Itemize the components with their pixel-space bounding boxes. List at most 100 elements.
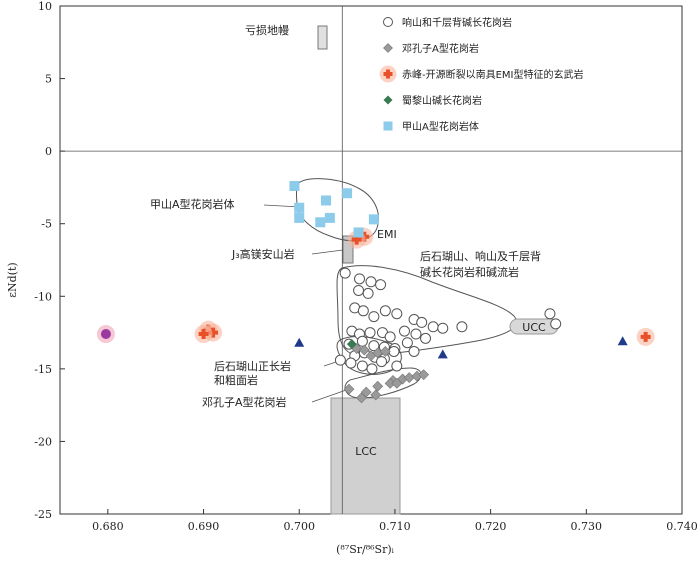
data-point-blue-triangle-1 — [437, 349, 448, 359]
data-point-open-circle-42 — [544, 308, 556, 320]
y-tick-label: 5 — [45, 73, 52, 86]
data-point-open-circle-12 — [416, 316, 428, 328]
legend-label: 响山和千层背碱长花岗岩 — [402, 16, 512, 29]
data-point-open-circle-43 — [550, 318, 562, 330]
data-point-blue-square-5 — [315, 217, 326, 228]
data-point-blue-square-1 — [321, 195, 332, 206]
data-point-blue-square-0 — [289, 180, 300, 191]
lcc-label: LCC — [355, 445, 377, 458]
data-point-open-circle-9 — [379, 305, 391, 317]
data-point-open-circle-13 — [427, 321, 439, 333]
y-tick-label: 10 — [38, 0, 52, 13]
data-point-open-circle-26 — [368, 340, 380, 352]
x-tick-label: 0.720 — [475, 520, 507, 533]
data-point-blue-triangle-0 — [294, 337, 305, 347]
data-point-open-circle-8 — [368, 311, 380, 323]
data-point-blue-square-6 — [342, 188, 353, 199]
legend-box — [372, 10, 572, 152]
x-tick-label: 0.690 — [188, 520, 220, 533]
x-axis-label: (⁸⁷Sr/⁸⁶Sr)ᵢ — [336, 543, 395, 556]
data-point-open-circle-36 — [356, 360, 368, 372]
jiashan-label: 甲山A型花岗岩体 — [150, 197, 235, 211]
data-point-open-circle-18 — [364, 327, 376, 339]
data-point-open-circle-30 — [408, 345, 420, 357]
legend-label: 甲山A型花岗岩体 — [402, 120, 479, 133]
data-point-blue-triangle-2 — [617, 336, 628, 346]
j3-andesite-label: J₃高镁安山岩 — [231, 247, 295, 261]
ucc-label: UCC — [522, 321, 546, 334]
data-point-green-diamond-0 — [346, 339, 357, 350]
legend-label: 蜀黎山碱长花岗岩 — [402, 94, 482, 107]
data-point-open-circle-25 — [356, 335, 368, 347]
x-tick-label: 0.740 — [666, 520, 698, 533]
legend-marker-red-star — [383, 69, 393, 79]
syenite-label-line1: 后石瑚山正长岩 — [214, 359, 291, 373]
y-tick-label: 0 — [45, 145, 52, 158]
legend-label: 赤峰-开源断裂以南具EMI型特征的玄武岩 — [402, 68, 584, 81]
data-point-blue-square-2 — [294, 202, 305, 213]
depleted-mantle-label: 亏损地幔 — [245, 23, 289, 37]
depleted-mantle-box — [317, 25, 328, 50]
data-point-blue-square-8 — [353, 227, 364, 238]
data-point-open-circle-4 — [353, 284, 365, 296]
legend: 响山和千层背碱长花岗岩邓孔子A型花岗岩赤峰-开源断裂以南具EMI型特征的玄武岩蜀… — [379, 16, 584, 133]
data-point-blue-square-3 — [324, 212, 335, 223]
legend-marker-green-diamond — [383, 95, 393, 105]
data-point-open-circle-0 — [339, 267, 351, 279]
dengkongzi-label: 邓孔子A型花岗岩 — [202, 395, 287, 409]
data-point-gray-diamond-14 — [343, 383, 355, 395]
x-tick-label: 0.710 — [379, 520, 411, 533]
legend-marker-open-circle — [383, 17, 393, 27]
data-point-open-circle-29 — [401, 337, 413, 349]
data-point-blue-square-4 — [294, 212, 305, 223]
data-point-open-circle-5 — [362, 287, 374, 299]
x-tick-label: 0.700 — [283, 520, 315, 533]
data-point-purple-circle-0 — [100, 329, 111, 340]
y-tick-label: -25 — [34, 508, 52, 521]
data-point-open-circle-23 — [420, 332, 432, 344]
data-point-open-circle-2 — [365, 276, 377, 288]
axes: 0.680 0.690 0.700 0.710 0.720 0.730 0.740 10 5 0 -… — [34, 0, 697, 533]
y-tick-label: -15 — [34, 363, 52, 376]
jiashan-leader — [263, 204, 301, 208]
j3-andesite-box — [342, 235, 354, 264]
legend-marker-blue-square — [383, 121, 393, 131]
houshi-label-line1: 后石瑚山、响山及千层背 — [420, 249, 541, 263]
j3-leader — [311, 249, 344, 255]
data-point-red-star-2 — [198, 329, 209, 340]
data-point-open-circle-15 — [456, 321, 468, 333]
syenite-field — [336, 336, 402, 375]
data-point-gray-diamond-15 — [356, 392, 367, 404]
data-point-open-circle-22 — [410, 328, 422, 340]
houshi-label-line2: 碱长花岗岩和碱流岩 — [420, 265, 519, 279]
x-tick-label: 0.680 — [92, 520, 124, 533]
y-axis-label: εNd(t) — [6, 262, 19, 297]
data-point-open-circle-41 — [391, 360, 403, 372]
data-point-red-star-3 — [640, 331, 651, 342]
data-point-gray-diamond-9 — [418, 369, 430, 381]
legend-marker-gray-diamond — [383, 43, 393, 53]
data-point-open-circle-20 — [384, 331, 396, 343]
data-point-open-circle-38 — [376, 356, 388, 368]
x-tick-label: 0.730 — [571, 520, 603, 533]
data-point-open-circle-40 — [334, 354, 346, 366]
dengkongzi-field — [344, 367, 422, 399]
data-point-gray-diamond-13 — [360, 386, 372, 398]
emi-label: EMI — [377, 228, 397, 241]
data-point-gray-diamond-1 — [358, 344, 370, 356]
y-tick-label: -5 — [41, 218, 52, 231]
data-point-open-circle-1 — [354, 273, 366, 285]
data-point-open-circle-21 — [398, 325, 410, 337]
data-marks — [96, 180, 655, 404]
data-point-gray-diamond-12 — [372, 380, 384, 392]
data-point-gray-diamond-11 — [391, 377, 403, 389]
data-point-open-circle-10 — [391, 308, 403, 320]
data-point-open-circle-14 — [437, 322, 449, 334]
syenite-label-line2: 和粗面岩 — [214, 373, 258, 387]
data-point-open-circle-3 — [375, 279, 387, 291]
houshi-field — [336, 265, 517, 357]
data-point-blue-square-7 — [368, 214, 379, 225]
data-point-open-circle-39 — [345, 357, 357, 369]
data-point-open-circle-37 — [366, 363, 378, 375]
